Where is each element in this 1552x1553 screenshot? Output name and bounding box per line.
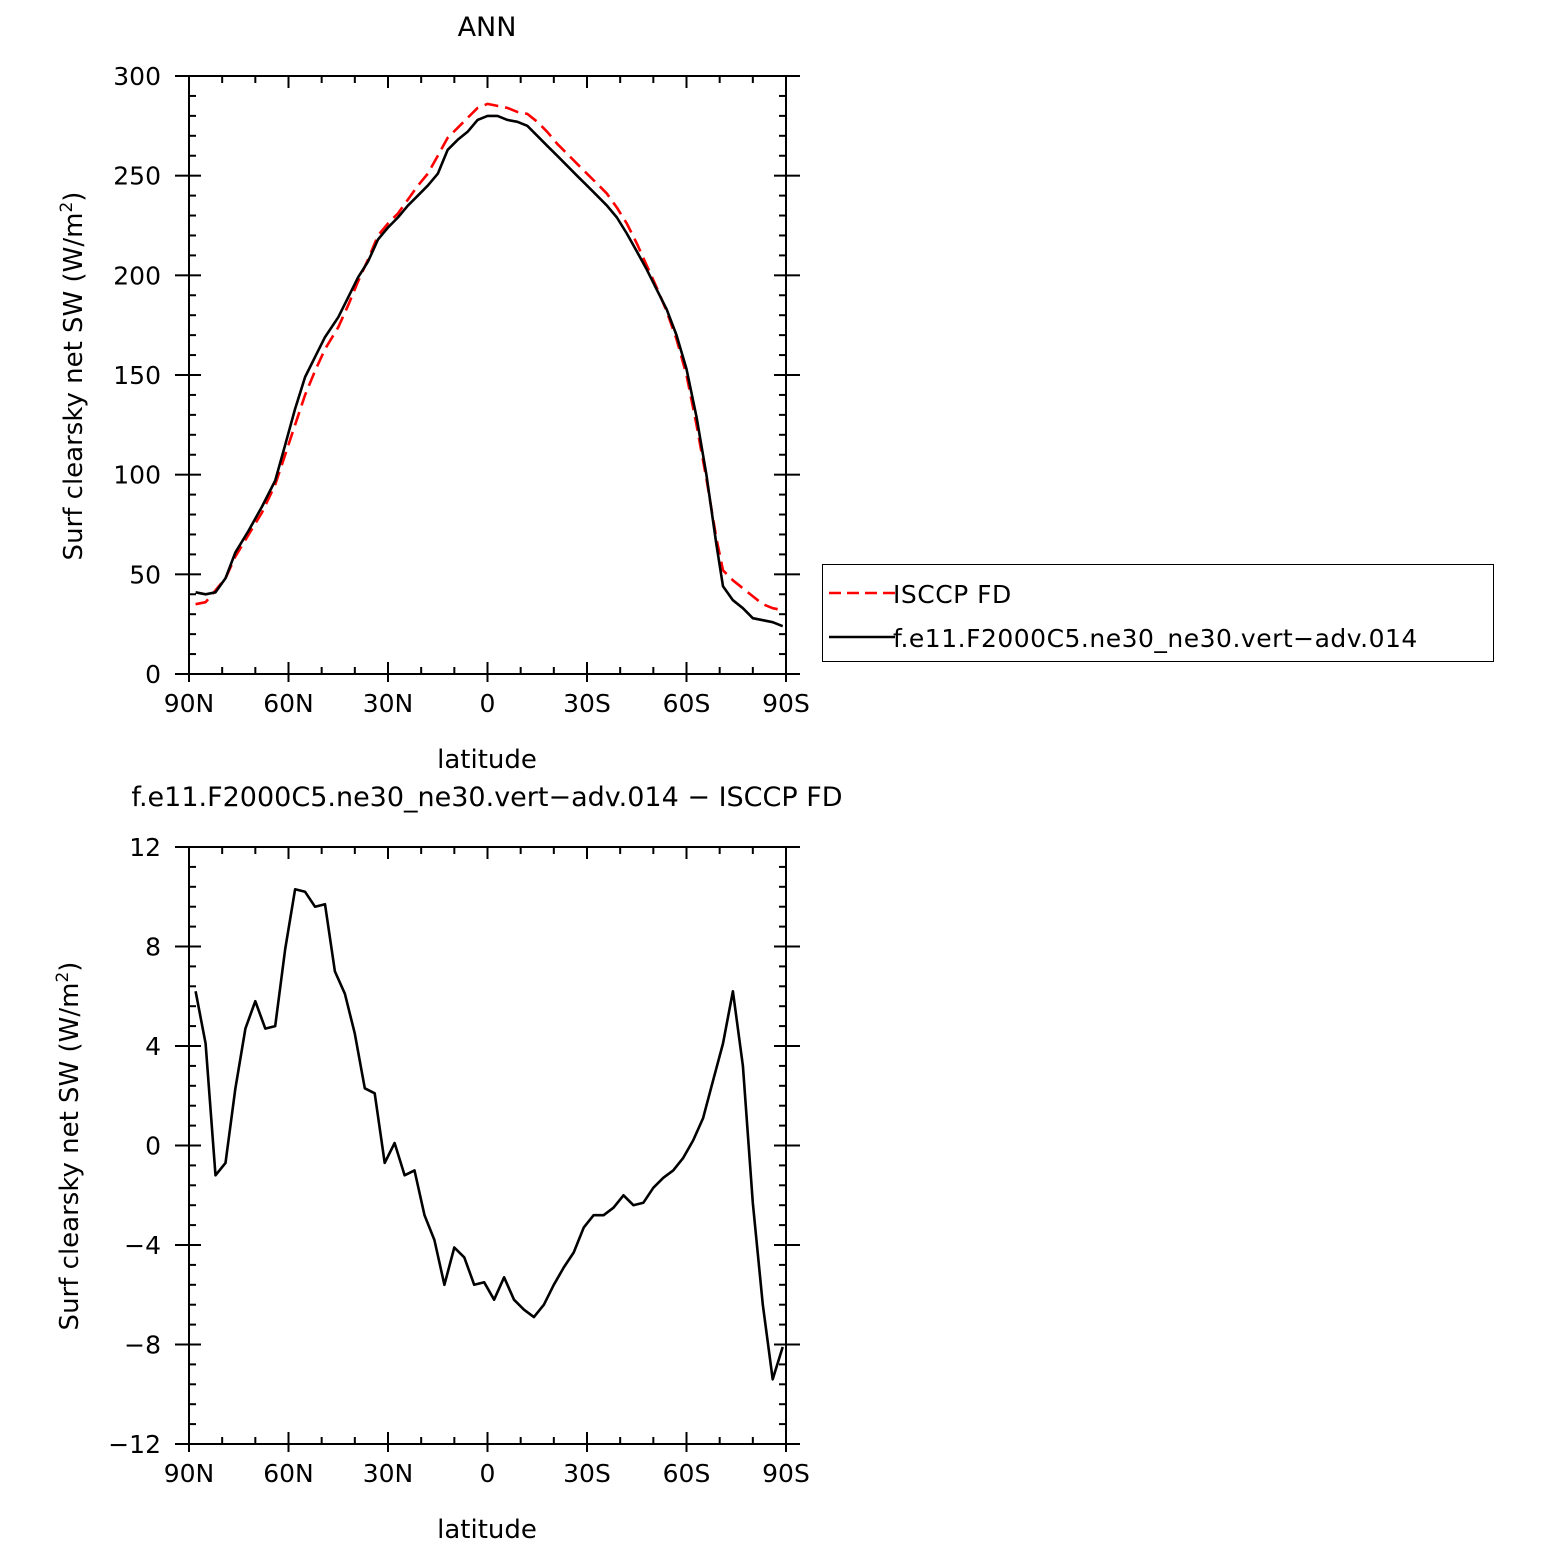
- legend-label-isccp: ISCCP FD: [893, 580, 1012, 609]
- top-x-tick-label: 60S: [663, 689, 711, 718]
- top-y-axis-label: Surf clearsky net SW (W/m2): [57, 192, 89, 561]
- bottom-y-tick-label: 12: [129, 833, 161, 862]
- bottom-panel: f.e11.F2000C5.ne30_ne30.vert−adv.014 − I…: [53, 782, 843, 1545]
- bottom-x-axis-label: latitude: [437, 1515, 537, 1545]
- legend-item-isccp: ISCCP FD: [823, 571, 1493, 615]
- bottom-y-tick-label: 0: [145, 1132, 161, 1161]
- top-series-line-0: [195, 102, 783, 612]
- bottom-y-axis-label: Surf clearsky net SW (W/m2): [53, 962, 85, 1331]
- legend: ISCCP FD f.e11.F2000C5.ne30_ne30.vert−ad…: [822, 564, 1494, 662]
- bottom-x-tick-label: 0: [480, 1459, 496, 1488]
- top-y-tick-label: 100: [113, 461, 161, 490]
- bottom-x-tick-label: 90S: [762, 1459, 810, 1488]
- bottom-y-tick-label: −8: [124, 1331, 161, 1360]
- legend-item-model: f.e11.F2000C5.ne30_ne30.vert−adv.014: [823, 615, 1493, 659]
- bottom-frame: [188, 846, 787, 1445]
- bottom-x-tick-label: 30S: [563, 1459, 611, 1488]
- bottom-plot-area: 90N 60N 30N 0 30S 60S 90S −12 −8 −4 0 4 8 12: [108, 833, 810, 1488]
- top-x-axis-label: latitude: [437, 745, 537, 775]
- top-x-tick-label: 0: [480, 689, 496, 718]
- bottom-series-line-0: [194, 887, 784, 1381]
- bottom-x-tick-label: 60S: [663, 1459, 711, 1488]
- top-y-tick-label: 300: [113, 62, 161, 91]
- top-x-tick-label: 90N: [164, 689, 215, 718]
- top-chart-title: ANN: [458, 12, 517, 43]
- top-x-tick-label: 30S: [563, 689, 611, 718]
- legend-swatch-dashed-red: [829, 591, 895, 595]
- top-x-tick-label: 30N: [363, 689, 414, 718]
- top-frame: [188, 75, 787, 675]
- legend-label-model: f.e11.F2000C5.ne30_ne30.vert−adv.014: [893, 624, 1418, 653]
- bottom-y-tick-label: −12: [108, 1430, 161, 1459]
- top-y-tick-label: 50: [129, 560, 161, 589]
- bottom-chart-title: f.e11.F2000C5.ne30_ne30.vert−adv.014 − I…: [131, 782, 842, 813]
- top-x-tick-label: 60N: [263, 689, 314, 718]
- bottom-x-tick-label: 60N: [263, 1459, 314, 1488]
- top-y-tick-label: 200: [113, 261, 161, 290]
- top-panel: ANN 90N 60N 30N 0 30S 60S 90S 0 50 100 150 200 250 30…: [57, 12, 810, 775]
- top-y-tick-label: 150: [113, 361, 161, 390]
- bottom-x-tick-label: 30N: [363, 1459, 414, 1488]
- top-y-tick-label: 250: [113, 162, 161, 191]
- legend-swatch-solid-black: [829, 635, 895, 639]
- bottom-x-tick-label: 90N: [164, 1459, 215, 1488]
- top-plot-area: 90N 60N 30N 0 30S 60S 90S 0 50 100 150 200 250 300: [113, 62, 810, 718]
- top-y-tick-label: 0: [145, 660, 161, 689]
- bottom-y-tick-label: 8: [145, 933, 161, 962]
- bottom-y-tick-label: 4: [145, 1032, 161, 1061]
- top-x-tick-label: 90S: [762, 689, 810, 718]
- bottom-y-tick-label: −4: [124, 1231, 161, 1260]
- top-series-line-1: [195, 114, 784, 628]
